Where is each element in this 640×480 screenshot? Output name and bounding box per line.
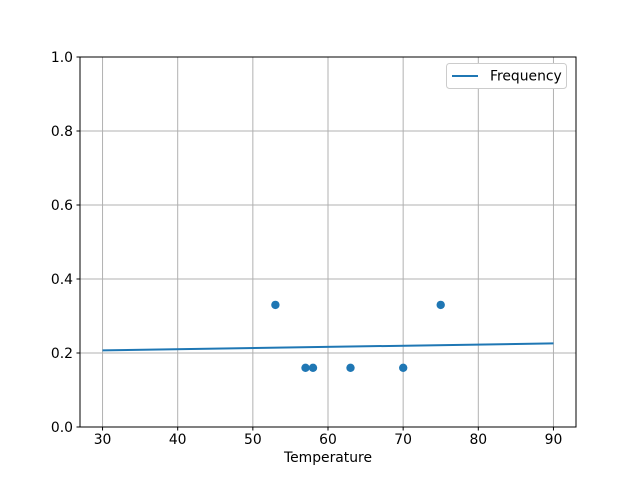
y-tick-label: 0.6 [51,198,73,214]
scatter-point [346,363,355,372]
x-tick-label: 30 [94,432,112,448]
x-tick-label: 70 [394,432,412,448]
axes: 30 40 50 60 70 80 90 0.0 0.2 0.4 0.6 0.8 1.0 [51,50,577,448]
x-tick-label: 80 [469,432,487,448]
legend-box [446,63,567,89]
x-axis-label: Temperature [283,450,372,466]
y-tick-label: 1.0 [51,50,73,66]
y-tick-label: 0.2 [51,346,73,362]
y-tick-label: 0.0 [51,420,73,436]
x-tick-label: 40 [169,432,187,448]
scatter-point [436,300,445,310]
frequency-trend-line [102,342,554,352]
scatter-point [399,363,408,372]
data-series [102,300,554,372]
y-tick-label: 0.8 [51,124,73,140]
scatter-point [271,300,280,310]
y-tick-label: 0.4 [51,272,73,288]
grid-lines [80,56,576,428]
x-tick-label: 90 [545,432,563,448]
x-tick-label: 60 [319,432,337,448]
x-tick-label: 50 [244,432,262,448]
legend-label: Frequency [490,69,562,85]
scatter-point [308,363,318,372]
legend: Frequency [446,63,567,89]
scatter-point [301,363,310,372]
